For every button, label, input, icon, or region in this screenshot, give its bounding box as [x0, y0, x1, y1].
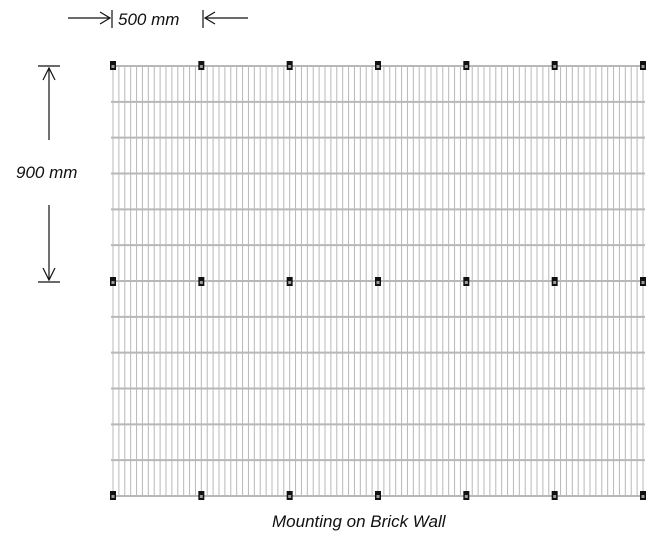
bracket-bolt [199, 281, 203, 284]
bracket-bolt [553, 495, 557, 498]
bracket-bolt [288, 65, 292, 68]
bracket-bolt [376, 65, 380, 68]
bracket-bolt [199, 495, 203, 498]
bracket-bolt [111, 281, 115, 284]
vertical-dimension-arrows [38, 65, 60, 283]
bracket-bolt [464, 65, 468, 68]
bracket-bolt [553, 281, 557, 284]
bracket-bolt [376, 495, 380, 498]
bracket-bolt [641, 65, 645, 68]
bracket-bolt [111, 495, 115, 498]
bracket-bolt [111, 65, 115, 68]
bracket-bolt [464, 495, 468, 498]
bracket-bolt [288, 281, 292, 284]
bracket-bolt [199, 65, 203, 68]
bracket-bolt [641, 281, 645, 284]
bracket-bolt [288, 495, 292, 498]
diagram-caption: Mounting on Brick Wall [272, 512, 446, 531]
vertical-dimension-label: 900 mm [16, 163, 78, 182]
bracket-bolt [553, 65, 557, 68]
bracket-bolt [641, 495, 645, 498]
mounting-brackets [110, 61, 646, 500]
horizontal-dimension-arrows [68, 10, 248, 28]
bracket-bolt [376, 281, 380, 284]
horizontal-dimension-label: 500 mm [118, 10, 180, 29]
bracket-bolt [464, 281, 468, 284]
